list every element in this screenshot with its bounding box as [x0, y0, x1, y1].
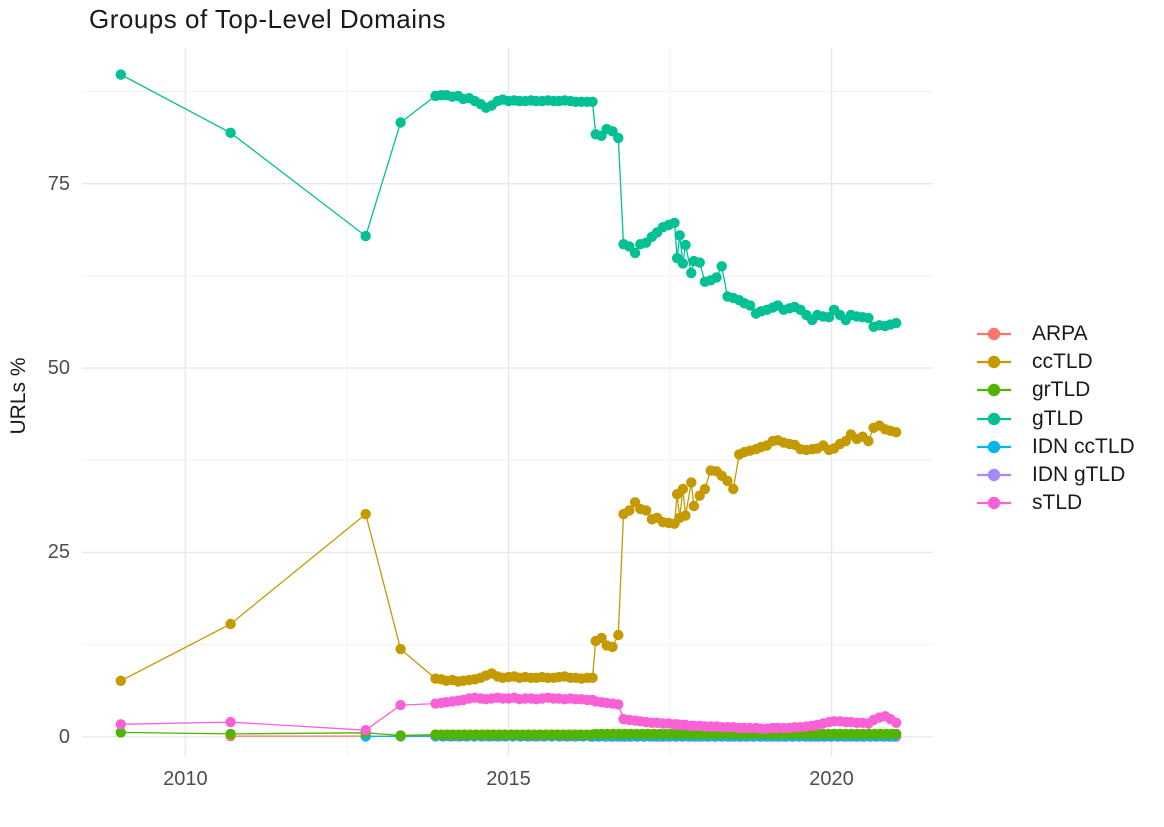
series-cctld: [115, 420, 902, 687]
legend-label: sTLD: [1032, 491, 1083, 515]
legend-label: grTLD: [1032, 378, 1091, 402]
legend-item-stld: sTLD: [977, 489, 1082, 517]
legend-item-arpa: ARPA: [977, 320, 1088, 348]
series-stld: [115, 692, 902, 736]
legend-item-gtld: gTLD: [977, 405, 1083, 433]
legend-label: IDN gTLD: [1032, 463, 1126, 486]
series-gtld: [115, 69, 902, 332]
x-tick-label: 2015: [486, 768, 531, 790]
legend-key-icon: [977, 355, 1011, 369]
gridlines: [82, 48, 933, 756]
legend-item-cctld: ccTLD: [977, 348, 1093, 376]
legend-key-icon: [977, 440, 1011, 453]
y-tick-label: 75: [47, 172, 70, 195]
y-tick-label: 25: [47, 541, 70, 564]
legend-key-icon: [977, 468, 1011, 482]
x-tick-label: 2020: [809, 768, 854, 790]
legend-label: gTLD: [1032, 406, 1084, 430]
legend-label: IDN ccTLD: [1032, 434, 1135, 458]
x-tick-label: 2010: [163, 768, 208, 790]
legend-item-idn-cctld: IDN ccTLD: [977, 433, 1135, 461]
legend-key-icon: [977, 496, 1011, 510]
legend-label: ccTLD: [1032, 350, 1093, 374]
legend-item-idn-gtld: IDN gTLD: [977, 461, 1125, 489]
chart-title: Groups of Top-Level Domains: [89, 4, 446, 34]
legend-label: ARPA: [1032, 322, 1088, 345]
y-tick-label: 50: [47, 357, 70, 380]
legend-key-icon: [977, 327, 1011, 341]
legend-item-grtld: grTLD: [977, 376, 1090, 404]
legend-key-icon: [977, 384, 1011, 397]
legend-key-icon: [977, 412, 1011, 425]
y-tick-label: 0: [58, 725, 70, 748]
